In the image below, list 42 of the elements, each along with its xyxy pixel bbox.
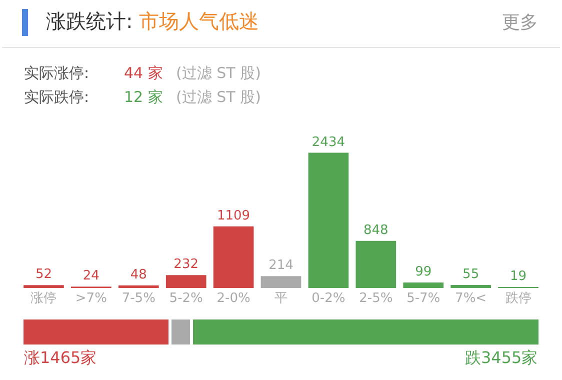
bar (260, 276, 302, 288)
text: (过滤 ST 股) (176, 64, 261, 83)
x-tick-label: 平 (274, 291, 288, 306)
data-label: 99 (415, 264, 432, 280)
chart-title: 涨跌统计: (46, 9, 133, 33)
data-label: 1109 (217, 208, 250, 224)
data-label: 55 (462, 266, 480, 282)
x-tick-label: 0-2% (312, 291, 346, 306)
x-tick-label: >7% (75, 291, 107, 306)
bar (356, 240, 396, 288)
data-label: 24 (82, 268, 100, 284)
x-tick-label: 2-5% (359, 291, 393, 306)
data-label: 214 (268, 258, 294, 274)
data-label: 跌3455家 (465, 348, 538, 367)
x-tick-label: 7%< (455, 291, 487, 306)
x-tick-label: 2-0% (216, 291, 250, 306)
x-tick-label: 涨停 (30, 291, 57, 306)
x-tick-label: 7-5% (122, 291, 156, 306)
x-tick-label: 5-2% (169, 291, 203, 306)
chart-subtitle: 市场人气低迷 (138, 9, 259, 33)
bar (308, 152, 349, 288)
text: 实际涨停: (24, 64, 90, 83)
x-tick-label: 跌停 (505, 291, 532, 306)
text: 更多 (502, 11, 538, 34)
bar (118, 285, 159, 288)
text: 实际跌停: (24, 88, 90, 107)
bar (213, 226, 254, 288)
x-tick-label: 5-7% (406, 291, 440, 306)
data-label: 48 (130, 267, 147, 282)
text: 44 家 (124, 64, 163, 83)
bar (403, 282, 444, 288)
bar (24, 285, 64, 288)
data-label: 232 (174, 257, 199, 272)
data-label: 2434 (312, 134, 345, 150)
bar (166, 275, 206, 288)
data-label: 19 (510, 268, 527, 284)
bar (450, 284, 491, 288)
data-label: 848 (363, 222, 388, 238)
text: 12 家 (124, 88, 163, 107)
data-label: 涨1465家 (24, 348, 97, 367)
data-label: 52 (35, 267, 52, 282)
text: (过滤 ST 股) (176, 88, 261, 107)
